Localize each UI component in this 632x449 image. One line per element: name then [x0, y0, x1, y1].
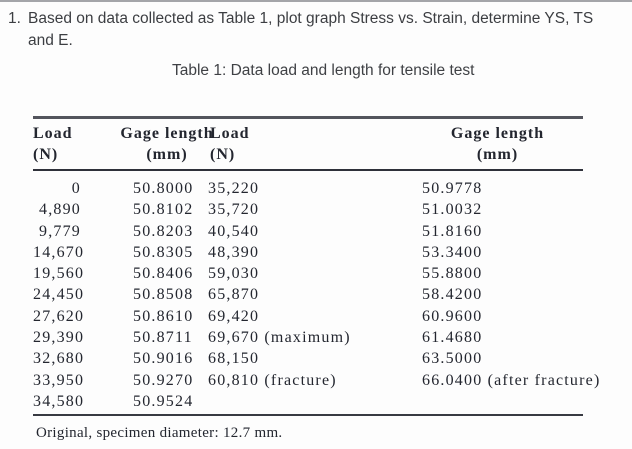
- table-cell: 48,390: [208, 243, 260, 261]
- table-cell: 50.8305: [133, 243, 194, 261]
- table-row: 0 50.8000 35,220 50.9778: [33, 178, 583, 199]
- column-header-gage-length-1: Gage length (mm): [99, 123, 228, 165]
- table-cell: 40,540: [208, 222, 260, 240]
- table-row: 27,620 50.8610 69,420 60.9600: [33, 306, 583, 327]
- table-cell: 50.8711: [133, 329, 193, 347]
- table-cell: 50.8102: [133, 201, 194, 219]
- data-table: Load (N) Gage length (mm) Load (N) Gage …: [33, 116, 601, 442]
- table-row: 29,390 50.8711 69,670 (maximum) 61.4680: [33, 327, 583, 348]
- table-cell: 50.9778: [422, 180, 483, 197]
- table-cell: [198, 391, 412, 412]
- table-cell: 55.8800: [422, 265, 483, 283]
- table-cell: 63.5000: [422, 350, 483, 368]
- column-header-load-2-unit: (N): [210, 146, 236, 163]
- table-cell: 34,580: [33, 392, 85, 410]
- table-header-row: Load (N) Gage length (mm) Load (N) Gage …: [33, 119, 583, 169]
- column-header-gage-length-1-label: Gage length: [120, 125, 214, 142]
- table-cell: 9,779: [39, 222, 81, 240]
- table-caption: Table 1: Data load and length for tensil…: [172, 62, 475, 79]
- column-header-load-2: Load (N): [198, 123, 412, 165]
- table-body: 0 50.8000 35,220 50.9778 4,890 50.8102 35,720 5…: [33, 171, 601, 414]
- table-cell: 69,420: [208, 307, 260, 325]
- table-row: 34,580 50.9524: [33, 391, 583, 412]
- table-cell: 33,950: [33, 371, 85, 389]
- page-top-edge-line: [0, 0, 632, 2]
- table-row: 33,950 50.9270 60,810 (fracture) 66.0400 (a…: [33, 370, 601, 391]
- column-header-gage-length-2: Gage length (mm): [412, 123, 583, 165]
- column-header-load-2-label: Load: [210, 125, 250, 142]
- question-text-line2: and E.: [28, 31, 73, 49]
- table-cell: 61.4680: [422, 329, 483, 347]
- table-cell: 50.9524: [133, 392, 194, 410]
- table-row: 24,450 50.8508 65,870 58.4200: [33, 284, 583, 305]
- table-cell: 24,450: [33, 286, 85, 304]
- column-header-load-1-unit: (N): [33, 146, 59, 163]
- table-footnote: Original, specimen diameter: 12.7 mm.: [36, 425, 283, 442]
- table-cell: 35,720: [208, 201, 260, 219]
- table-cell: 50.8406: [133, 265, 194, 283]
- table-cell: 29,390: [33, 329, 85, 347]
- table-cell: 50.8508: [133, 286, 194, 304]
- table-cell: 19,560: [33, 265, 85, 283]
- table-cell: 51.8160: [422, 222, 483, 240]
- table-cell: 4,890: [39, 201, 81, 219]
- table-row: 9,779 50.8203 40,540 51.8160: [33, 221, 583, 242]
- table-row: 14,670 50.8305 48,390 53.3400: [33, 242, 583, 263]
- column-header-load-1-label: Load: [33, 125, 73, 142]
- table-cell: [412, 391, 583, 412]
- question-number: 1.: [8, 10, 21, 27]
- table-row: 19,560 50.8406 59,030 55.8800: [33, 263, 583, 284]
- table-row: 32,680 50.9016 68,150 63.5000: [33, 348, 583, 369]
- table-rule-bottom: [33, 414, 583, 417]
- table-cell: 51.0032: [422, 201, 483, 219]
- column-header-gage-length-1-unit: (mm): [146, 146, 188, 163]
- table-cell: 68,150: [208, 350, 260, 368]
- table-cell: 65,870: [208, 286, 260, 304]
- table-row: 4,890 50.8102 35,720 51.0032: [33, 199, 583, 220]
- table-cell: 50.8000: [133, 180, 194, 197]
- table-cell: 53.3400: [422, 243, 483, 261]
- table-cell: 35,220: [208, 180, 260, 197]
- column-header-gage-length-2-unit: (mm): [476, 146, 519, 163]
- table-cell: 69,670 (maximum): [208, 329, 351, 347]
- table-cell: 50.9270: [133, 371, 194, 389]
- table-cell: 0: [71, 180, 81, 197]
- table-rule-mid: [33, 169, 583, 171]
- table-cell: 60.9600: [422, 307, 483, 325]
- question-text: Based on data collected as Table 1, plot…: [28, 8, 593, 51]
- question-text-line1: Based on data collected as Table 1, plot…: [28, 10, 594, 27]
- table-cell: 32,680: [33, 350, 85, 368]
- table-cell: 58.4200: [422, 286, 483, 304]
- table-cell: 50.8203: [133, 222, 194, 240]
- table-cell: 60,810 (fracture): [208, 371, 337, 389]
- table-cell: 66.0400 (after fracture): [422, 371, 601, 389]
- table-cell: 50.9016: [133, 350, 194, 368]
- table-cell: 14,670: [33, 243, 85, 261]
- table-rule-top: [33, 116, 583, 119]
- question-block: 1. Based on data collected as Table 1, p…: [8, 8, 593, 51]
- table-cell: 50.8610: [133, 307, 194, 325]
- column-header-gage-length-2-label: Gage length: [450, 125, 545, 142]
- table-cell: 27,620: [33, 307, 85, 325]
- table-cell: 59,030: [208, 265, 260, 283]
- column-header-load-1: Load (N): [33, 123, 129, 165]
